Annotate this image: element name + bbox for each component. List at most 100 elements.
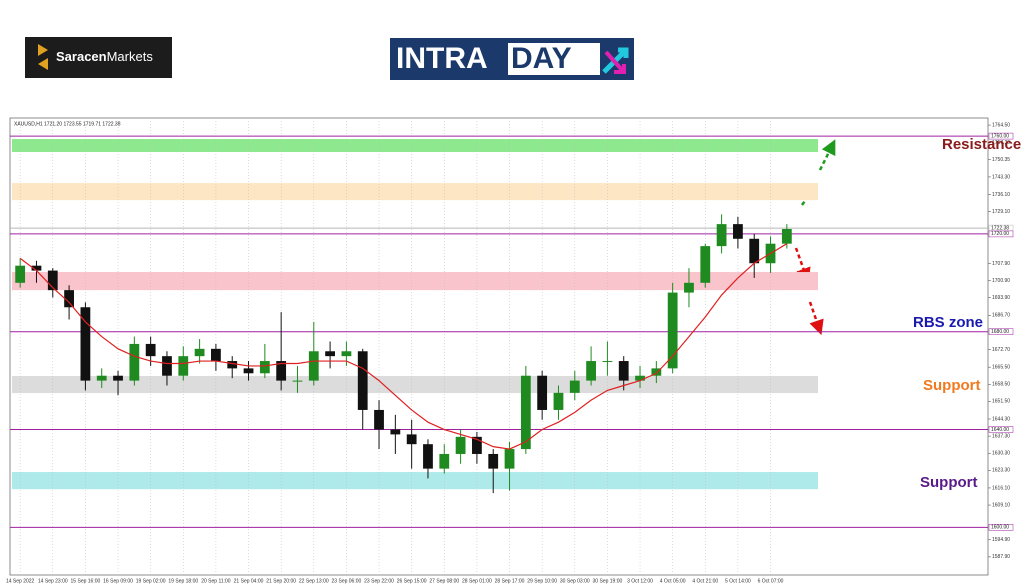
level-label-box (988, 230, 1014, 238)
x-tick-label: 14 Sep 23:00 (38, 578, 68, 584)
x-tick-label: 21 Sep 20:00 (266, 578, 296, 584)
candle-body (259, 361, 270, 374)
candle-body (276, 361, 287, 381)
candle-body (586, 361, 596, 381)
brand-box (25, 37, 172, 78)
y-tick-label: 1757.30 (992, 140, 1010, 146)
level-label-box (988, 524, 1014, 531)
candle-body (716, 224, 727, 247)
x-tick-label: 16 Sep 09:00 (103, 578, 133, 584)
x-tick-label: 4 Oct 21:00 (692, 578, 718, 584)
x-tick-label: 22 Sep 13:00 (299, 578, 329, 584)
x-tick-label: 5 Oct 14:00 (725, 578, 751, 584)
level-label-box (988, 328, 1014, 335)
candle-body (15, 265, 26, 283)
candle-body (96, 375, 107, 381)
y-tick-label: 1743.30 (992, 174, 1010, 180)
x-tick-label: 26 Sep 15:00 (397, 578, 427, 584)
y-tick-label: 1729.10 (992, 209, 1010, 215)
candle-body (145, 343, 156, 357)
level-label: 1640.00 (991, 427, 1009, 433)
candle-body (488, 453, 499, 469)
candle-body (80, 307, 91, 381)
level-label-box (988, 426, 1014, 433)
x-tick-label: 28 Sep 01:00 (462, 578, 492, 584)
moving-average (19, 243, 788, 450)
x-tick-label: 28 Sep 17:00 (495, 578, 525, 584)
x-tick-label: 6 Oct 07:00 (758, 578, 784, 584)
candle-body (537, 375, 548, 410)
y-tick-label: 1658.50 (992, 382, 1010, 388)
candle-body (64, 290, 74, 308)
y-tick-label: 1623.30 (992, 468, 1010, 474)
y-tick-label: 1672.70 (992, 347, 1010, 353)
brand-part: Saracen (56, 49, 107, 64)
y-tick-label: 1609.10 (992, 502, 1010, 508)
zone (12, 472, 818, 490)
arrow (794, 247, 811, 284)
arrow (808, 301, 824, 336)
candle-body (781, 229, 792, 244)
candle-body (325, 351, 335, 357)
candle-body (374, 409, 384, 430)
x-tick-label: 29 Sep 10:00 (527, 578, 557, 584)
candle-body (31, 265, 42, 271)
level-label: 1760.00 (991, 133, 1009, 139)
x-tick-label: 30 Sep 03:00 (560, 578, 590, 584)
candle-body (211, 348, 221, 362)
annotation: RBS zone (913, 314, 983, 331)
y-tick-label: 1644.30 (992, 416, 1010, 422)
arrow (818, 139, 836, 171)
zone (12, 272, 818, 291)
level-label-box (988, 132, 1014, 140)
y-tick-label: 1736.10 (992, 192, 1010, 198)
y-tick-label: 1616.10 (992, 485, 1010, 491)
y-tick-label: 1651.50 (992, 399, 1010, 405)
candle-body (651, 368, 662, 376)
annotation: Support (923, 377, 981, 394)
candle-body (733, 224, 743, 239)
y-tick-label: 1587.90 (992, 554, 1010, 560)
banner-text: INTRA (396, 42, 488, 75)
candle-body (455, 436, 466, 454)
x-tick-label: 23 Sep 06:00 (332, 578, 362, 584)
x-tick-label: 30 Sep 19:00 (593, 578, 623, 584)
candle-body (341, 351, 352, 357)
level-label: 1720.00 (991, 231, 1009, 237)
y-tick-label: 1700.90 (992, 278, 1010, 284)
candle-body (553, 392, 564, 410)
candle-body (162, 356, 172, 376)
brand-text: SaracenMarkets (56, 49, 153, 64)
candle-body (357, 351, 368, 410)
candle-body (504, 449, 515, 469)
y-tick-label: 1707.90 (992, 261, 1010, 267)
zone (12, 375, 818, 394)
candle-body (113, 375, 123, 381)
candle-body (618, 361, 629, 381)
y-tick-label: 1594.90 (992, 537, 1010, 543)
candle-body (129, 343, 140, 381)
candle-body (423, 444, 433, 469)
x-tick-label: 19 Sep 18:00 (168, 578, 198, 584)
annotation: Resistance (942, 136, 1021, 153)
candle-body (47, 270, 58, 291)
x-tick-label: 27 Sep 08:00 (429, 578, 459, 584)
level-label: 1722.38 (991, 225, 1009, 231)
zone (12, 139, 818, 152)
chart-title: XAUUSD,H1 1721.20 1723.55 1719.71 1722.3… (14, 121, 121, 127)
x-tick-label: 3 Oct 12:00 (627, 578, 653, 584)
candle-body (749, 238, 760, 264)
candle-body (602, 361, 613, 363)
candle-body (667, 292, 678, 369)
candle-body (520, 375, 531, 450)
candle-body (227, 361, 238, 369)
level-label: 1680.00 (991, 329, 1009, 335)
y-tick-label: 1686.70 (992, 313, 1010, 319)
y-tick-label: 1630.30 (992, 451, 1010, 457)
banner-text: DAY (511, 42, 572, 75)
brand-part: Markets (107, 49, 154, 64)
y-tick-label: 1637.30 (992, 433, 1010, 439)
candle-body (243, 368, 254, 374)
